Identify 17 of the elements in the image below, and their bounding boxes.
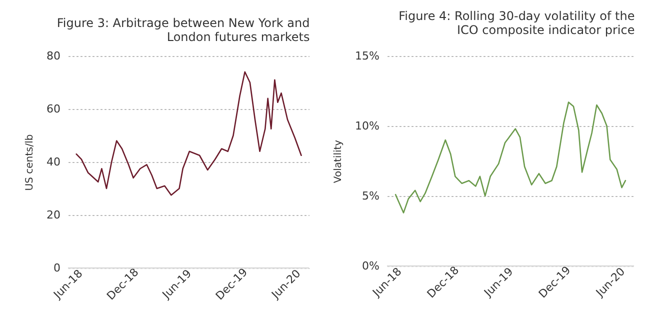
y-tick-label: 20: [46, 208, 60, 222]
y-axis-title: Volatility: [333, 140, 344, 184]
y-tick-label: 60: [46, 102, 60, 116]
y-tick-label: 5%: [362, 190, 380, 202]
line-series: [394, 102, 626, 214]
y-tick-label: 80: [46, 50, 60, 62]
y-tick-label: 10%: [355, 120, 380, 132]
y-tick-label: 0: [54, 262, 60, 274]
text: Figure 4: Rolling 30-day volatility of the: [398, 9, 635, 23]
text: London futures markets: [166, 30, 310, 44]
line-series: [76, 71, 302, 196]
y-tick-label: 15%: [355, 50, 380, 62]
y-tick-label: 0%: [362, 260, 380, 272]
y-axis-title: US cents/lb: [24, 134, 36, 191]
y-tick-label: 40: [46, 156, 60, 168]
text: ICO composite indicator price: [456, 23, 635, 37]
text: Figure 3: Arbitrage between New York and: [56, 16, 310, 30]
